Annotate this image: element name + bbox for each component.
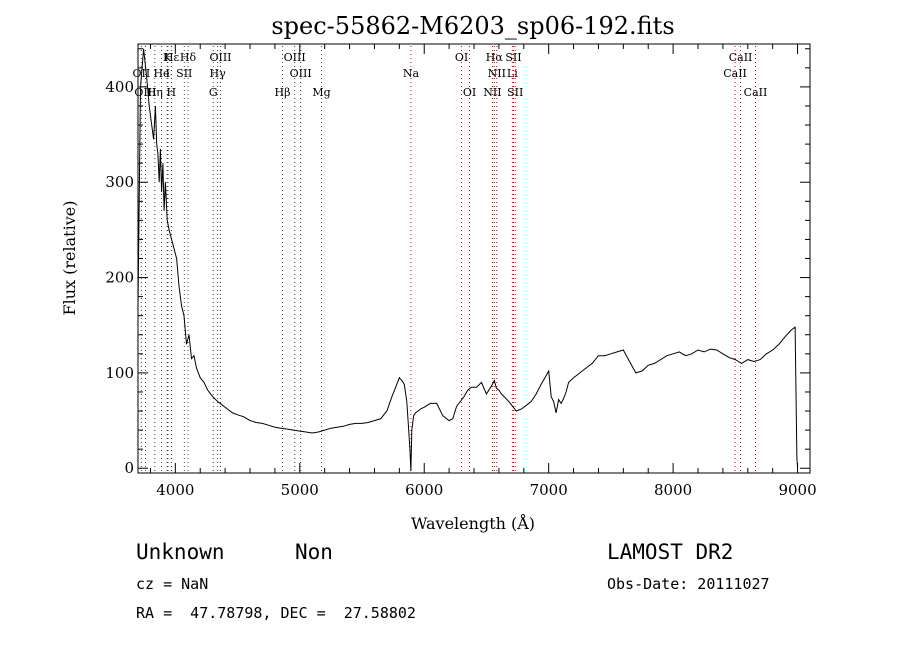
tick-label: 300 bbox=[105, 173, 134, 191]
y-axis-label: Flux (relative) bbox=[60, 201, 79, 316]
tick-label: 100 bbox=[105, 364, 134, 382]
axis-ticks: 4000 5000 6000 7000 8000 9000 0 100 200 300 400 bbox=[105, 44, 817, 499]
line-label: CaII bbox=[744, 86, 768, 99]
line-label: NII bbox=[483, 86, 501, 99]
spectral-line-markers bbox=[140, 46, 756, 473]
line-label: OIII bbox=[284, 51, 306, 64]
tick-label: 5000 bbox=[281, 481, 319, 499]
tick-label: 200 bbox=[105, 269, 134, 287]
line-label: SII bbox=[176, 67, 192, 80]
line-label: Hβ bbox=[275, 86, 291, 99]
line-label: Hα bbox=[486, 51, 504, 64]
tick-label: 8000 bbox=[654, 481, 692, 499]
tick-label: 400 bbox=[105, 78, 134, 96]
line-label: SII bbox=[507, 86, 523, 99]
line-label: Na bbox=[403, 67, 420, 80]
line-label: Hη bbox=[147, 86, 163, 99]
observation-date: Obs-Date: 20111027 bbox=[607, 575, 770, 593]
line-label: H bbox=[167, 86, 177, 99]
line-label: G bbox=[209, 86, 218, 99]
line-label: CaII bbox=[729, 51, 753, 64]
survey-name: LAMOST DR2 bbox=[607, 540, 734, 564]
line-label: Hδ bbox=[180, 51, 197, 64]
coordinates-text: RA = 47.78798, DEC = 27.58802 bbox=[136, 604, 416, 622]
line-label: NII bbox=[488, 67, 506, 80]
line-label: Hε bbox=[164, 51, 180, 64]
line-label: CaII bbox=[723, 67, 747, 80]
line-label: Hγ bbox=[210, 67, 227, 80]
line-label: Mg bbox=[312, 86, 330, 99]
line-label: He bbox=[153, 67, 169, 80]
x-axis-label: Wavelength (Å) bbox=[411, 513, 535, 533]
object-class: Unknown bbox=[136, 540, 225, 564]
line-label: OI bbox=[463, 86, 476, 99]
plot-frame bbox=[137, 43, 811, 474]
tick-label: 6000 bbox=[405, 481, 443, 499]
line-label: OIII bbox=[209, 51, 231, 64]
line-label: OI bbox=[455, 51, 468, 64]
tick-label: 7000 bbox=[530, 481, 568, 499]
tick-label: 4000 bbox=[156, 481, 194, 499]
redshift-text: cz = NaN bbox=[136, 575, 209, 593]
line-label: SII bbox=[505, 51, 521, 64]
tick-label: 0 bbox=[124, 459, 134, 477]
spectrum-series-line bbox=[137, 48, 799, 472]
line-label: K bbox=[163, 51, 172, 64]
line-label: Li bbox=[507, 67, 518, 80]
tick-label: 9000 bbox=[778, 481, 816, 499]
line-label: I bbox=[166, 67, 170, 80]
chart-title: spec-55862-M6203_sp06-192.fits bbox=[271, 12, 674, 40]
object-subclass: Non bbox=[295, 540, 333, 564]
line-label: OIII bbox=[290, 67, 312, 80]
